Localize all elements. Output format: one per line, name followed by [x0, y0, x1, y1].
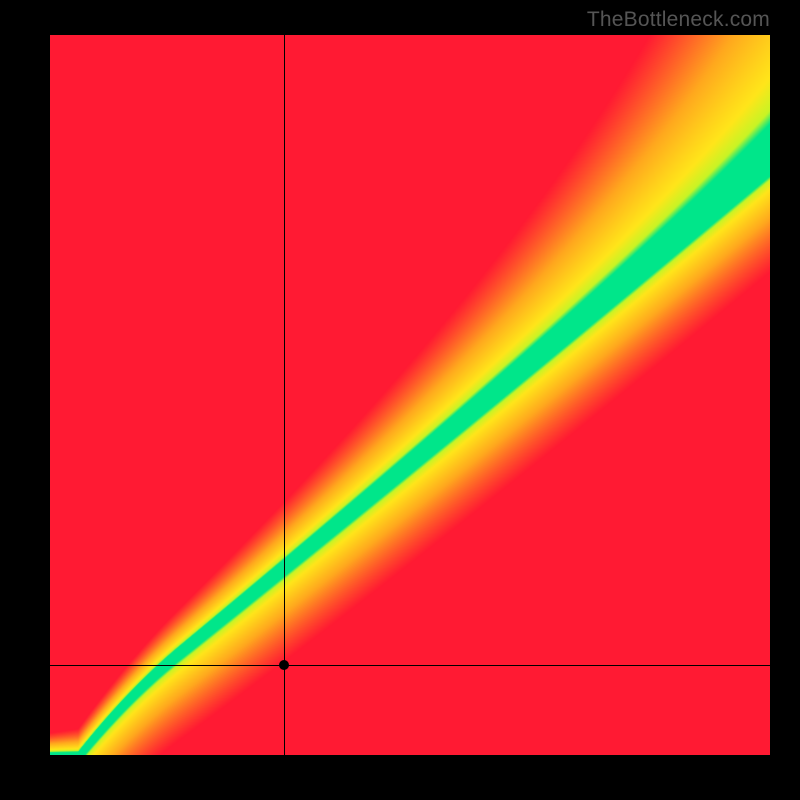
crosshair-vertical — [284, 35, 285, 755]
plot-area — [50, 35, 770, 755]
watermark-text: TheBottleneck.com — [587, 8, 770, 32]
crosshair-horizontal — [50, 665, 770, 666]
crosshair-marker — [279, 660, 289, 670]
heatmap-canvas — [50, 35, 770, 755]
